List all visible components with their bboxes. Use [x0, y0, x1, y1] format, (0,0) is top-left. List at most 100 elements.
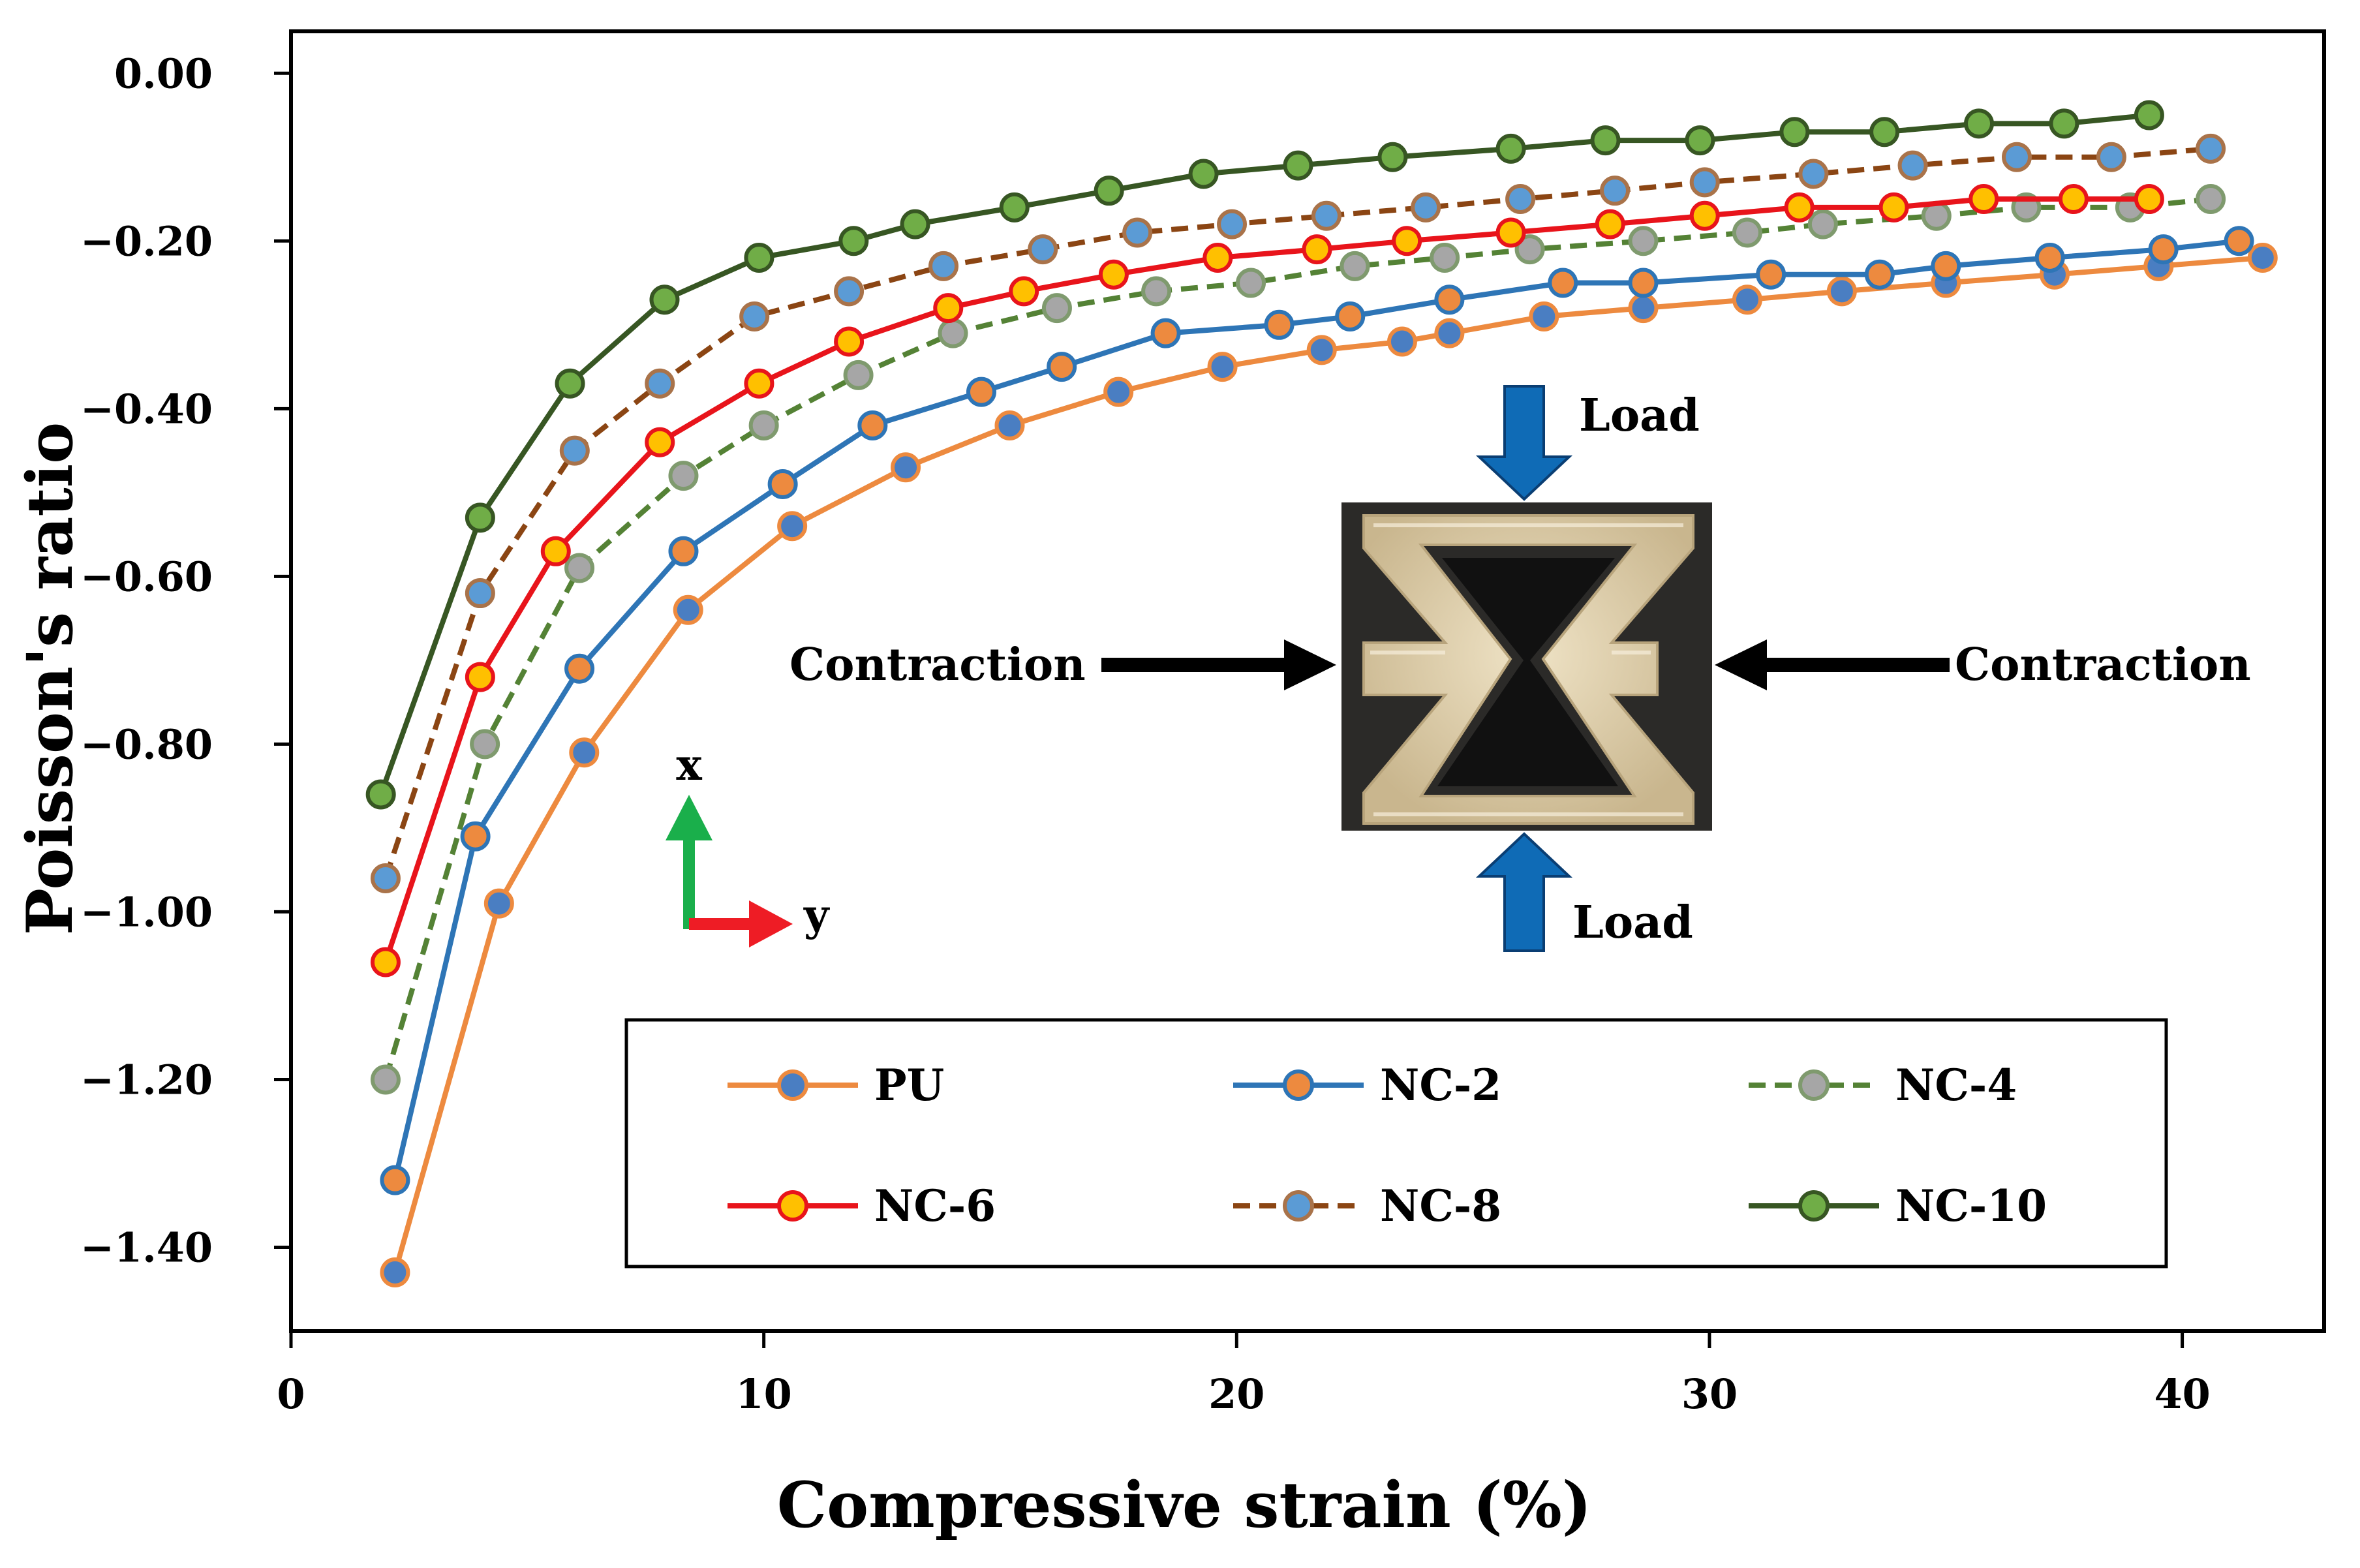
data-point-nc-6	[370, 947, 401, 977]
data-point-pu	[1207, 352, 1238, 382]
data-point-nc-2	[1264, 309, 1295, 340]
data-point-nc-2	[1628, 268, 1659, 298]
data-point-nc-10	[744, 242, 774, 273]
specimen-photo	[1341, 502, 1712, 831]
y-tick-label: −0.60	[80, 553, 213, 600]
data-point-pu	[994, 410, 1025, 441]
data-point-nc-2	[966, 377, 996, 407]
data-point-pu	[569, 737, 600, 768]
data-point-nc-8	[1122, 217, 1153, 248]
data-point-pu	[891, 452, 921, 483]
contraction-label-left: Contraction	[789, 639, 1086, 691]
x-direction-arrow-shaft	[683, 834, 695, 929]
data-point-nc-6	[744, 368, 774, 399]
data-point-nc-4	[1430, 242, 1460, 273]
data-point-nc-10	[1685, 125, 1715, 156]
data-point-nc-4	[1732, 217, 1762, 248]
data-point-nc-8	[1689, 167, 1720, 198]
data-point-pu	[1628, 293, 1659, 324]
data-point-pu	[673, 594, 703, 625]
data-point-nc-6	[1009, 276, 1039, 307]
data-point-nc-2	[380, 1165, 410, 1195]
legend-item-nc-2: NC-2	[1233, 1060, 1501, 1111]
data-point-nc-10	[838, 226, 869, 256]
x-tick-label: 40	[2154, 1370, 2210, 1418]
y-tick-label: −1.20	[80, 1056, 213, 1103]
data-point-nc-6	[540, 536, 571, 566]
y-tick-label: 0.00	[114, 50, 213, 97]
data-point-nc-8	[739, 301, 770, 331]
legend-label: NC-2	[1380, 1060, 1501, 1111]
data-point-nc-2	[1931, 251, 1961, 281]
y-tick-label: −1.00	[80, 888, 213, 936]
data-point-nc-8	[834, 276, 865, 307]
data-point-nc-10	[1964, 108, 1995, 139]
legend-swatch-marker	[1798, 1069, 1830, 1101]
contraction-arrow-left	[1101, 639, 1336, 690]
data-point-nc-2	[1548, 268, 1578, 298]
legend-swatch-marker	[1283, 1190, 1314, 1222]
legend-label: PU	[874, 1060, 944, 1111]
series-nc-2	[380, 226, 2254, 1195]
data-point-nc-4	[1340, 251, 1370, 281]
data-point-nc-8	[2096, 142, 2126, 172]
data-point-nc-8	[1311, 200, 1341, 231]
data-point-nc-8	[1798, 159, 1829, 189]
data-point-nc-2	[1864, 259, 1895, 290]
load-arrow-top	[1475, 385, 1573, 501]
specimen-shape	[1362, 514, 1694, 825]
legend-label: NC-8	[1380, 1180, 1501, 1231]
data-point-nc-8	[1411, 192, 1441, 223]
data-point-nc-8	[1600, 176, 1631, 206]
data-point-pu	[1103, 377, 1134, 407]
data-point-nc-4	[843, 360, 874, 390]
legend-label: NC-10	[1895, 1180, 2047, 1231]
data-point-nc-8	[2001, 142, 2032, 172]
x-axis-title: Compressive strain (%)	[777, 1468, 1592, 1542]
data-point-pu	[380, 1257, 410, 1288]
data-point-nc-8	[559, 435, 590, 466]
series-pu	[380, 242, 2278, 1288]
data-point-nc-10	[1377, 142, 1408, 172]
series-nc-8	[370, 133, 2226, 894]
data-point-nc-6	[834, 326, 865, 357]
data-point-nc-6	[1689, 200, 1720, 231]
legend-swatch-marker	[1798, 1190, 1830, 1222]
plot-area-frame	[289, 29, 2326, 1333]
data-point-nc-8	[2196, 133, 2226, 164]
data-point-nc-2	[2034, 242, 2065, 273]
data-point-nc-4	[1141, 276, 1172, 307]
data-point-nc-2	[857, 410, 888, 441]
data-point-nc-8	[1897, 150, 1928, 181]
load-arrow-bottom	[1475, 832, 1573, 952]
data-point-nc-4	[1807, 209, 1838, 239]
legend-item-nc-4: NC-4	[1749, 1060, 2017, 1111]
legend-item-nc-10: NC-10	[1749, 1180, 2047, 1231]
x-direction-arrow-head	[666, 795, 713, 840]
contraction-arrow-right	[1715, 639, 1950, 690]
legend-swatch-marker	[1283, 1069, 1314, 1101]
data-point-nc-4	[748, 410, 779, 441]
data-point-pu	[1826, 276, 1857, 307]
data-point-nc-2	[668, 536, 699, 566]
x-direction-label: x	[676, 739, 702, 790]
orientation-indicator	[666, 795, 793, 947]
data-point-nc-10	[1495, 133, 1526, 164]
data-point-pu	[1529, 301, 1559, 331]
x-tick-label: 20	[1208, 1370, 1264, 1418]
legend-item-pu: PU	[728, 1060, 944, 1111]
data-point-pu	[483, 888, 514, 919]
data-point-nc-6	[933, 293, 964, 324]
data-point-nc-4	[668, 461, 699, 491]
data-point-nc-10	[649, 284, 680, 315]
data-point-nc-10	[1188, 159, 1219, 189]
data-point-nc-8	[928, 251, 959, 281]
data-point-nc-8	[1217, 209, 1248, 239]
data-point-nc-2	[1335, 301, 1366, 331]
x-tick-label: 0	[277, 1370, 305, 1418]
legend: PU NC-2 NC-4 NC-6 NC-8 NC-10	[624, 1018, 2168, 1268]
data-point-nc-8	[1505, 184, 1536, 215]
specimen-highlight	[1370, 523, 1683, 816]
series-layer	[365, 100, 2278, 1288]
legend-swatch-marker	[777, 1190, 808, 1222]
